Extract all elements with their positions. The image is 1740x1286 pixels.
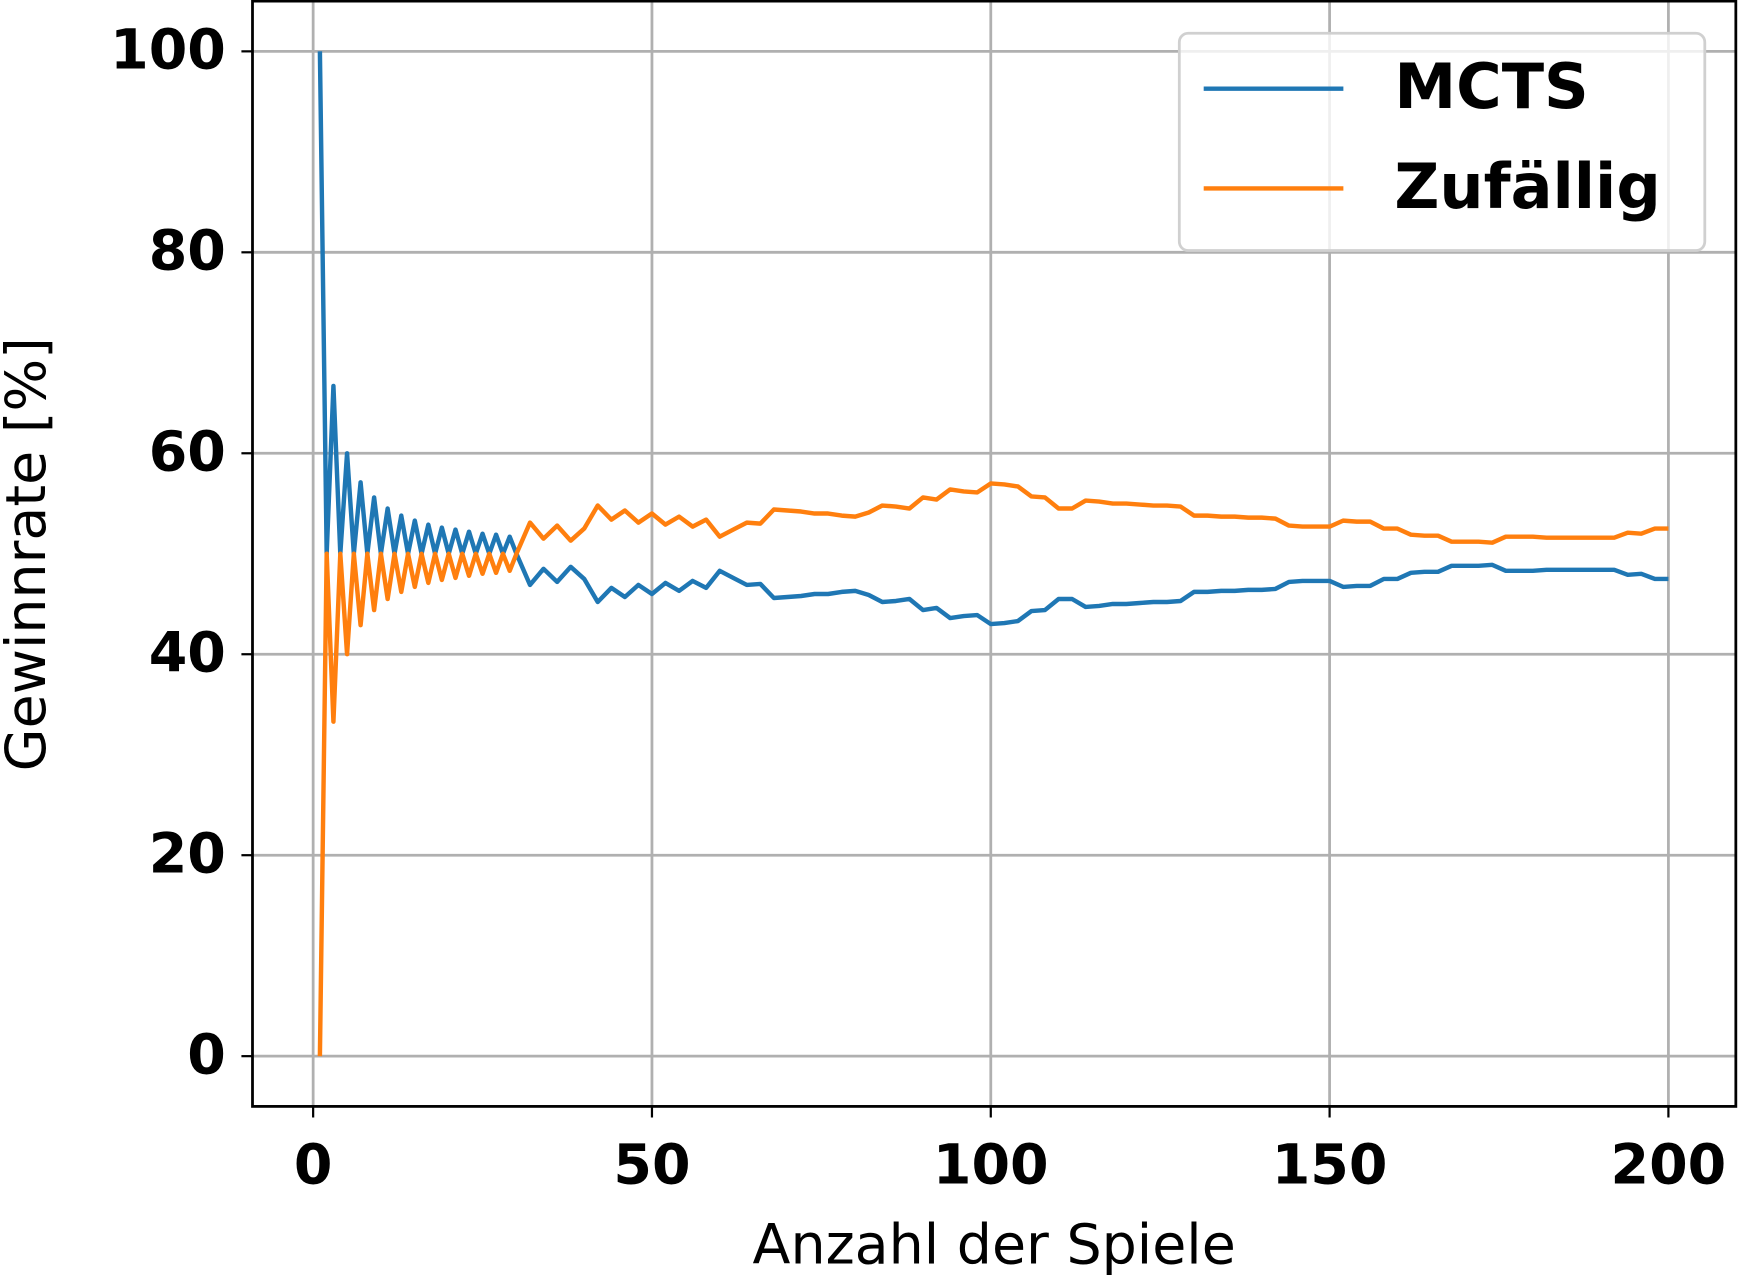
x-tick-label: 200 xyxy=(1611,1134,1727,1198)
legend-label: MCTS xyxy=(1394,50,1588,123)
x-tick-label: 50 xyxy=(613,1134,690,1198)
x-tick-label: 0 xyxy=(294,1134,333,1198)
y-tick-label: 40 xyxy=(149,622,226,686)
y-tick-label: 20 xyxy=(149,823,226,887)
x-tick-label: 100 xyxy=(933,1134,1049,1198)
axes-frame xyxy=(251,0,1738,1108)
y-tick-label: 60 xyxy=(149,421,226,485)
x-axis-label: Anzahl der Spiele xyxy=(753,1213,1236,1277)
y-axis-label: Gewinnrate [%] xyxy=(0,337,59,771)
x-tick-label: 150 xyxy=(1272,1134,1388,1198)
y-tick-label: 80 xyxy=(149,220,226,284)
y-tick-label: 100 xyxy=(110,19,226,83)
line-series xyxy=(317,481,1669,1057)
y-tick-label: 0 xyxy=(187,1024,226,1088)
legend-label: Zufällig xyxy=(1394,150,1660,223)
